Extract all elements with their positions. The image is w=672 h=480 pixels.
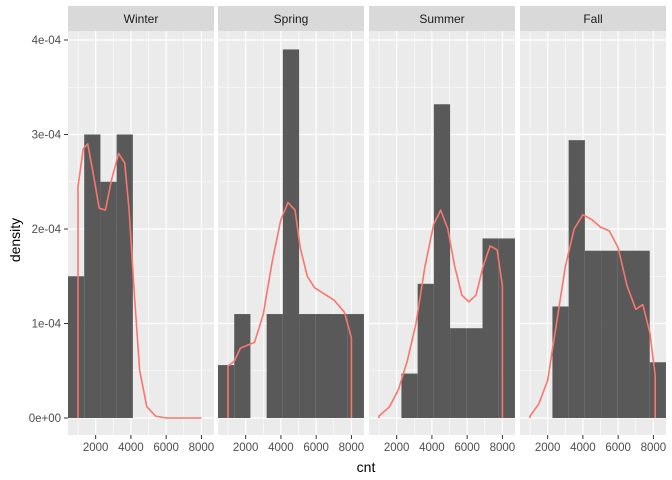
x-tick-label: 2000 xyxy=(384,442,410,454)
histogram-bar xyxy=(100,181,117,418)
histogram-bar xyxy=(218,365,235,418)
histogram-bar xyxy=(234,314,251,418)
facet-strip-label: Fall xyxy=(583,12,602,26)
facet-strip xyxy=(520,6,666,31)
histogram-bar xyxy=(282,49,300,418)
x-tick-label: 4000 xyxy=(118,442,144,454)
x-tick-label: 6000 xyxy=(153,442,179,454)
histogram-bar xyxy=(331,314,348,418)
x-tick-label: 2000 xyxy=(535,442,561,454)
histogram-bar xyxy=(450,328,467,418)
x-tick-label: 8000 xyxy=(339,442,365,454)
panel-plot-area xyxy=(68,134,202,419)
facet-strip xyxy=(218,6,364,31)
histogram-bar xyxy=(347,314,364,418)
facet-panel-summer: Summer 2000 4000 6000 8000 xyxy=(369,6,515,454)
facet-strip-label: Winter xyxy=(124,12,159,26)
x-tick-label: 4000 xyxy=(268,442,294,454)
density-curve xyxy=(77,143,202,419)
x-axis-title: cnt xyxy=(357,459,376,475)
facet-strip xyxy=(68,6,214,31)
density-curve xyxy=(378,209,504,418)
histogram-bar xyxy=(601,250,618,418)
x-tick-label: 6000 xyxy=(454,442,480,454)
density-curve xyxy=(227,201,353,418)
facet-panel-fall: Fall 2000 4000 6000 8000 xyxy=(520,6,666,454)
x-tick-label: 8000 xyxy=(641,442,667,454)
x-tick-label: 6000 xyxy=(303,442,329,454)
panel-plot-area xyxy=(529,140,666,419)
facet-panel-winter: Winter 2000 4000 6000 8000 xyxy=(68,6,214,454)
histogram-bar xyxy=(299,314,316,418)
histogram-bar xyxy=(482,238,499,418)
histogram-bar xyxy=(401,373,418,418)
x-tick-label: 2000 xyxy=(233,442,259,454)
histogram-bar xyxy=(633,250,650,418)
histogram-bar xyxy=(417,283,434,418)
y-tick-label: 0e+00 xyxy=(29,413,61,425)
facet-panels: Winter 2000 4000 6000 8000 Spring 2000 4000 6000… xyxy=(68,6,666,454)
histogram-bar xyxy=(649,362,666,418)
histogram-bar xyxy=(315,314,332,418)
histogram-bar xyxy=(116,134,133,418)
histogram-bar xyxy=(498,238,515,418)
histogram-bar xyxy=(68,276,85,418)
x-tick-label: 2000 xyxy=(83,442,109,454)
y-axis: 0e+00 1e-04 2e-04 3e-04 4e-04 xyxy=(29,35,68,425)
facet-strip-label: Spring xyxy=(274,12,309,26)
y-axis-title: density xyxy=(7,218,23,262)
facet-strip-label: Summer xyxy=(419,12,464,26)
histogram-bar xyxy=(266,314,283,418)
histogram-bar xyxy=(568,140,585,419)
x-tick-label: 8000 xyxy=(490,442,516,454)
histogram-bar xyxy=(584,250,602,418)
histogram-bar xyxy=(84,134,101,418)
y-tick-label: 3e-04 xyxy=(32,130,62,142)
histogram-bar xyxy=(466,328,483,418)
density-curve xyxy=(529,214,657,418)
y-tick-label: 4e-04 xyxy=(32,35,62,47)
y-tick-label: 2e-04 xyxy=(32,224,62,236)
facet-strip xyxy=(369,6,515,31)
panel-plot-area xyxy=(218,49,364,418)
histogram-bar xyxy=(433,104,451,418)
panel-plot-area xyxy=(378,104,515,418)
x-tick-label: 4000 xyxy=(419,442,445,454)
x-tick-label: 6000 xyxy=(605,442,631,454)
y-tick-label: 1e-04 xyxy=(32,319,62,331)
histogram-bar xyxy=(552,306,569,418)
x-tick-label: 8000 xyxy=(189,442,215,454)
x-tick-label: 4000 xyxy=(570,442,596,454)
facet-panel-spring: Spring 2000 4000 6000 8000 xyxy=(218,6,364,454)
